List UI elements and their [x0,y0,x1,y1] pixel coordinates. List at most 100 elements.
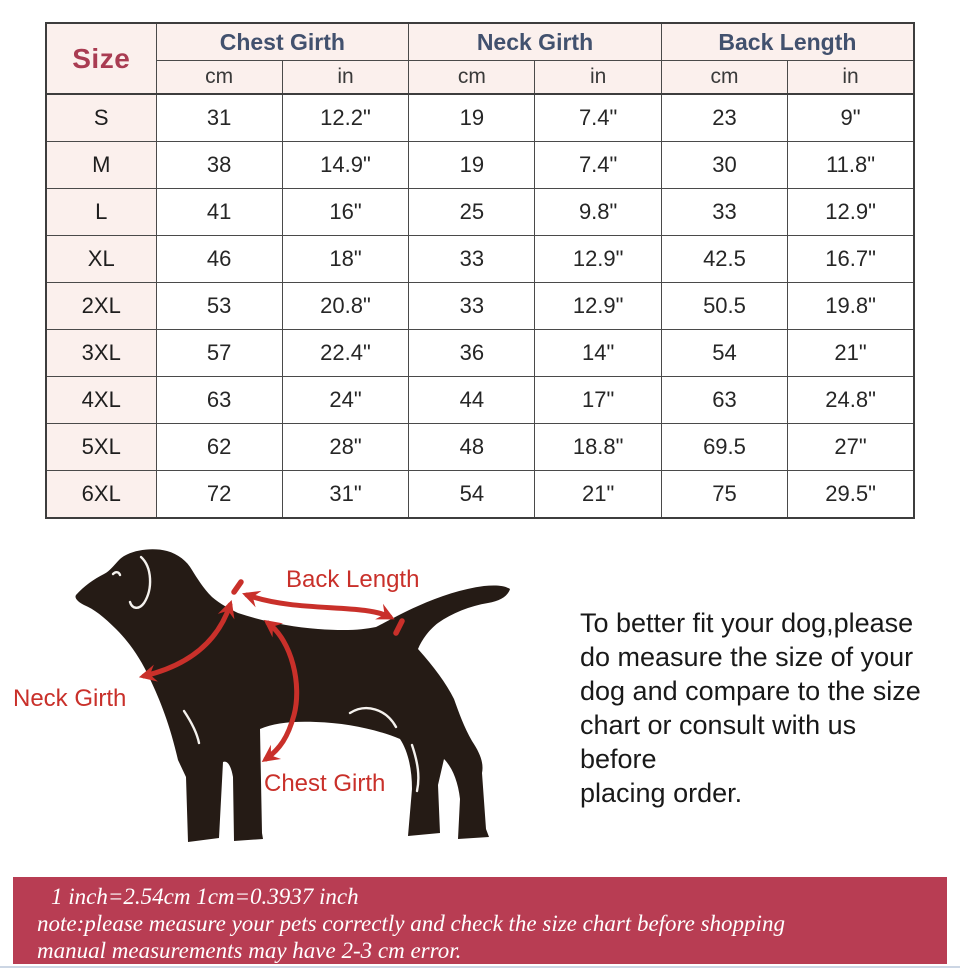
back-length-start-tick [231,579,244,595]
chest-in-cell: 28" [281,423,410,471]
banner-line-note: note:please measure your pets correctly … [37,911,785,936]
table-row: M 38 14.9" 19 7.4" 30 11.8" [45,141,915,189]
size-cell: 5XL [45,423,157,471]
dog-hindleg-line [410,743,420,793]
table-row: 6XL 72 31" 54 21" 75 29.5" [45,470,915,519]
back-length-end-tick [393,618,405,636]
back-length-arrow [242,590,395,620]
table-row: S 31 12.2" 19 7.4" 23 9" [45,93,915,142]
back-in-cell: 16.7" [787,235,915,283]
conversion-banner: 1 inch=2.54cm 1cm=0.3937 inch note:pleas… [13,877,947,964]
fit-note-line: placing order. [580,778,743,808]
back-cm-cell: 23 [660,93,789,142]
neck-girth-arrow [138,600,235,682]
chest-in-cell: 12.2" [281,93,410,142]
neck-cm-cell: 36 [408,329,536,377]
back-in-cell: 19.8" [787,282,915,330]
back-cm-cell: 75 [660,470,789,519]
neck-cm-unit: cm [408,60,536,95]
back-in-unit: in [787,60,915,95]
neck-in-cell: 9.8" [534,188,662,236]
chest-in-unit: in [281,60,410,95]
back-length-header: Back Length [660,22,915,61]
chest-cm-cell: 72 [155,470,283,519]
size-cell: 2XL [45,282,157,330]
back-cm-cell: 50.5 [660,282,789,330]
banner-line-conversion: 1 inch=2.54cm 1cm=0.3937 inch [51,884,359,909]
chest-cm-cell: 53 [155,282,283,330]
chest-cm-cell: 41 [155,188,283,236]
back-cm-cell: 54 [660,329,789,377]
dog-eye-mark [111,571,122,577]
chest-cm-cell: 31 [155,93,283,142]
table-row: XL 46 18" 33 12.9" 42.5 16.7" [45,235,915,283]
neck-cm-cell: 25 [408,188,536,236]
group-header-row: Size Chest Girth Neck Girth Back Length [45,22,915,95]
neck-in-cell: 17" [534,376,662,424]
back-cm-cell: 33 [660,188,789,236]
back-cm-cell: 30 [660,141,789,189]
chest-girth-label: Chest Girth [264,770,386,797]
table-row: 3XL 57 22.4" 36 14" 54 21" [45,329,915,377]
back-length-label: Back Length [286,566,420,593]
back-in-cell: 27" [787,423,915,471]
chest-girth-header: Chest Girth [155,22,410,61]
neck-in-cell: 7.4" [534,93,662,142]
back-cm-cell: 63 [660,376,789,424]
neck-cm-cell: 19 [408,93,536,142]
chest-cm-cell: 46 [155,235,283,283]
size-column-header: Size [45,22,157,95]
dog-shoulder-line [182,709,201,745]
neck-cm-cell: 33 [408,282,536,330]
back-in-cell: 11.8" [787,141,915,189]
table-row: 4XL 63 24" 44 17" 63 24.8" [45,376,915,424]
chest-cm-cell: 57 [155,329,283,377]
chest-in-cell: 16" [281,188,410,236]
dog-measurement-diagram [75,549,510,842]
chest-cm-cell: 38 [155,141,283,189]
back-cm-cell: 69.5 [660,423,789,471]
chest-in-cell: 18" [281,235,410,283]
fit-note-line: do measure the size of your [580,642,914,672]
fit-note: To better fit your dog,please do measure… [580,606,940,810]
size-cell: 4XL [45,376,157,424]
fit-note-line: dog and compare to the size [580,676,921,706]
chest-girth-arrow [261,619,300,763]
neck-girth-header: Neck Girth [408,22,662,61]
size-cell: L [45,188,157,236]
neck-cm-cell: 19 [408,141,536,189]
neck-cm-cell: 54 [408,470,536,519]
neck-cm-cell: 44 [408,376,536,424]
chest-cm-unit: cm [155,60,283,95]
chest-in-cell: 14.9" [281,141,410,189]
size-chart-table: Size Chest Girth Neck Girth Back Length … [45,22,915,519]
dog-haunch-line [348,707,398,729]
size-cell: XL [45,235,157,283]
chest-cm-cell: 63 [155,376,283,424]
fit-note-line: To better fit your dog,please [580,608,914,638]
back-cm-cell: 42.5 [660,235,789,283]
unit-header-row: cm in cm in cm in [46,60,915,95]
back-in-cell: 21" [787,329,915,377]
back-in-cell: 12.9" [787,188,915,236]
neck-in-cell: 7.4" [534,141,662,189]
chest-in-cell: 24" [281,376,410,424]
neck-in-cell: 12.9" [534,282,662,330]
table-row: 2XL 53 20.8" 33 12.9" 50.5 19.8" [45,282,915,330]
size-cell: 3XL [45,329,157,377]
neck-in-cell: 18.8" [534,423,662,471]
back-in-cell: 29.5" [787,470,915,519]
neck-in-cell: 14" [534,329,662,377]
chest-in-cell: 22.4" [281,329,410,377]
chest-in-cell: 20.8" [281,282,410,330]
back-in-cell: 24.8" [787,376,915,424]
neck-in-cell: 12.9" [534,235,662,283]
neck-girth-label: Neck Girth [13,685,127,712]
table-row: 5XL 62 28" 48 18.8" 69.5 27" [45,423,915,471]
size-cell: S [45,93,157,142]
chest-cm-cell: 62 [155,423,283,471]
neck-cm-cell: 48 [408,423,536,471]
back-in-cell: 9" [787,93,915,142]
back-cm-unit: cm [660,60,789,95]
neck-in-unit: in [534,60,662,95]
